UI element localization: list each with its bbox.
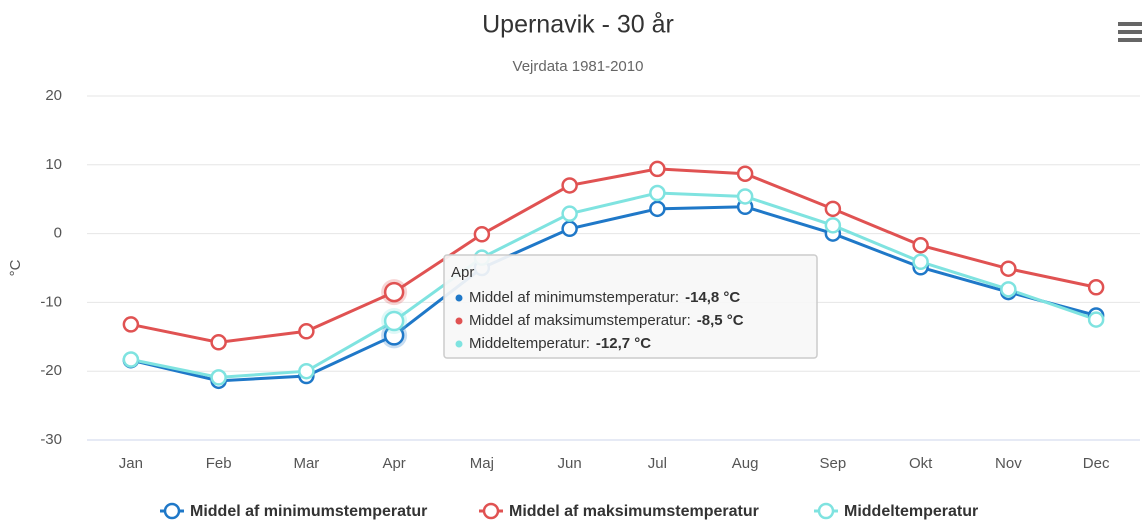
x-tick-label: Jan <box>119 455 143 472</box>
x-tick-label: Jun <box>558 455 582 472</box>
marker <box>824 217 842 234</box>
menu-bar <box>1118 22 1142 26</box>
chart-title: Upernavik - 30 år <box>482 11 674 39</box>
legend-label: Middeltemperatur <box>844 503 978 520</box>
tooltip-value: -12,7 °C <box>596 335 651 352</box>
marker <box>649 200 666 218</box>
legend-marker <box>817 502 835 520</box>
x-tick-label: Dec <box>1083 455 1110 472</box>
marker <box>561 177 578 194</box>
y-tick-label: -10 <box>40 293 62 310</box>
marker <box>383 310 405 332</box>
x-tick-label: Jul <box>648 455 667 472</box>
x-tick-label: Maj <box>470 455 494 472</box>
marker <box>1087 311 1105 328</box>
y-tick-label: -20 <box>40 362 62 379</box>
series-line <box>130 167 1097 344</box>
tooltip-label: Middeltemperatur: <box>469 335 590 352</box>
x-tick-label: Apr <box>382 455 405 472</box>
y-tick-label: 0 <box>54 225 62 242</box>
marker <box>824 200 842 218</box>
x-tick-label: Feb <box>206 455 232 472</box>
tooltip: Apr Middel af minimumstemperatur: -14,8 °C… <box>443 254 818 359</box>
y-tick-label: 20 <box>45 87 62 104</box>
legend-marker <box>163 502 181 520</box>
marker <box>1000 260 1017 277</box>
marker <box>649 184 666 202</box>
marker <box>298 323 315 340</box>
tooltip-dot <box>455 317 463 325</box>
legend-label: Middel af minimumstemperatur <box>190 503 427 520</box>
x-tick-label: Sep <box>820 455 847 472</box>
marker <box>473 226 491 243</box>
marker <box>298 362 315 380</box>
marker <box>210 334 227 351</box>
legend-marker <box>482 502 500 520</box>
marker <box>912 237 929 254</box>
series-line <box>130 205 1097 383</box>
marker <box>649 160 666 178</box>
tooltip-label: Middel af maksimumstemperatur: <box>469 312 691 329</box>
marker <box>1000 281 1017 298</box>
y-axis-label: °C <box>7 259 24 276</box>
marker <box>1087 279 1105 296</box>
tooltip-dot <box>455 294 463 302</box>
legend-label: Middel af maksimumstemperatur <box>509 503 759 520</box>
marker <box>561 205 578 222</box>
marker <box>561 220 578 238</box>
tooltip-label: Middel af minimumstemperatur: <box>469 289 679 306</box>
x-tick-label: Nov <box>995 455 1022 472</box>
x-tick-label: Mar <box>293 455 319 472</box>
y-tick-label: 10 <box>45 156 62 173</box>
y-tick-label: -30 <box>40 431 62 448</box>
menu-bar <box>1118 30 1142 34</box>
series-line <box>130 191 1097 379</box>
marker <box>912 253 929 271</box>
marker <box>736 165 754 182</box>
tooltip-line: Middel af minimumstemperatur: -14,8 °C <box>469 289 740 306</box>
menu-bar <box>1118 38 1142 42</box>
x-tick-label: Okt <box>909 455 933 472</box>
tooltip-value: -14,8 °C <box>685 289 740 306</box>
marker <box>210 369 227 386</box>
tooltip-value: -8,5 °C <box>697 312 744 329</box>
tooltip-line: Middel af maksimumstemperatur: -8,5 °C <box>469 312 744 329</box>
marker <box>736 188 754 205</box>
chart-subtitle: Vejrdata 1981-2010 <box>513 58 644 75</box>
tooltip-title: Apr <box>451 264 474 281</box>
marker <box>122 316 140 333</box>
marker <box>122 351 140 368</box>
marker <box>383 281 405 303</box>
tooltip-box <box>443 254 818 359</box>
menu-button[interactable] <box>1118 22 1142 42</box>
tooltip-dot <box>455 340 463 348</box>
x-tick-label: Aug <box>732 455 759 472</box>
tooltip-line: Middeltemperatur: -12,7 °C <box>469 335 651 352</box>
